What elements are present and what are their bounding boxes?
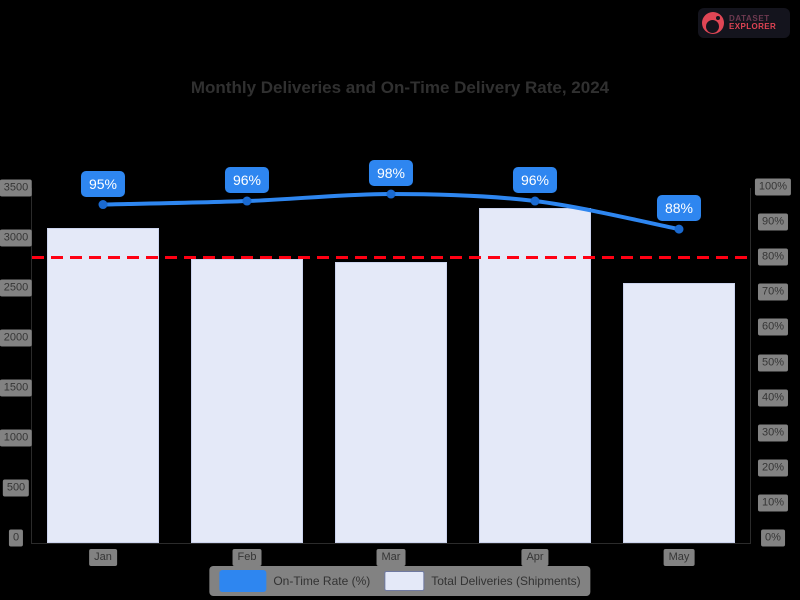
bar-apr [479,208,591,543]
right-axis-tick: 60% [757,318,789,336]
left-axis-tick: 500 [2,479,30,497]
left-axis-tick: 2500 [0,279,33,297]
logo-icon [702,12,724,34]
legend-label-bar: Total Deliveries (Shipments) [431,574,581,588]
point-label: 88% [656,195,702,222]
x-axis-label-apr: Apr [521,549,549,566]
right-axis-tick: 90% [757,213,789,231]
logo-text-line2: EXPLORER [729,22,777,31]
bar-series-swatch [384,571,425,591]
left-axis-tick: 1500 [0,379,33,397]
line-series-swatch [219,570,267,592]
point-label: 96% [512,167,558,194]
legend-label-line: On-Time Rate (%) [273,574,371,588]
chart-title: Monthly Deliveries and On-Time Delivery … [190,78,610,97]
right-axis-tick: 70% [757,283,789,301]
right-axis-tick: 10% [757,494,789,512]
left-y-axis-line [31,188,32,543]
legend-item-total-deliveries[interactable]: Total Deliveries (Shipments) [384,571,581,591]
right-axis-tick: 80% [757,248,789,266]
bar-feb [191,259,303,543]
bar-jan [47,228,159,543]
point-label: 95% [80,170,126,197]
right-axis-tick: 100% [754,178,792,196]
x-axis-line [31,543,751,544]
right-axis-tick: 0% [761,529,785,547]
x-axis-label-mar: Mar [376,549,406,566]
legend: On-Time Rate (%) Total Deliveries (Shipm… [209,566,591,596]
right-y-axis-line [750,188,751,543]
left-axis-tick: 3000 [0,229,33,247]
right-axis-tick: 40% [757,389,789,407]
left-axis-tick: 3500 [0,179,33,197]
target-reference-line [32,256,754,259]
left-axis-tick: 2000 [0,329,33,347]
x-axis-label-feb: Feb [232,549,262,566]
point-label: 98% [368,160,414,187]
x-axis-label-jan: Jan [89,549,117,566]
right-axis-tick: 30% [757,424,789,442]
left-axis-tick: 0 [8,529,24,547]
bar-may [623,283,735,543]
logo[interactable]: DATASET EXPLORER [698,8,790,38]
right-axis-tick: 20% [757,459,789,477]
logo-text-line1: DATASET [729,13,770,23]
bar-mar [335,262,447,543]
right-axis-tick: 50% [757,354,789,371]
left-axis-tick: 1000 [0,429,33,447]
point-label: 96% [224,167,270,194]
legend-item-on-time-rate[interactable]: On-Time Rate (%) [219,570,370,592]
x-axis-label-may: May [663,549,695,566]
